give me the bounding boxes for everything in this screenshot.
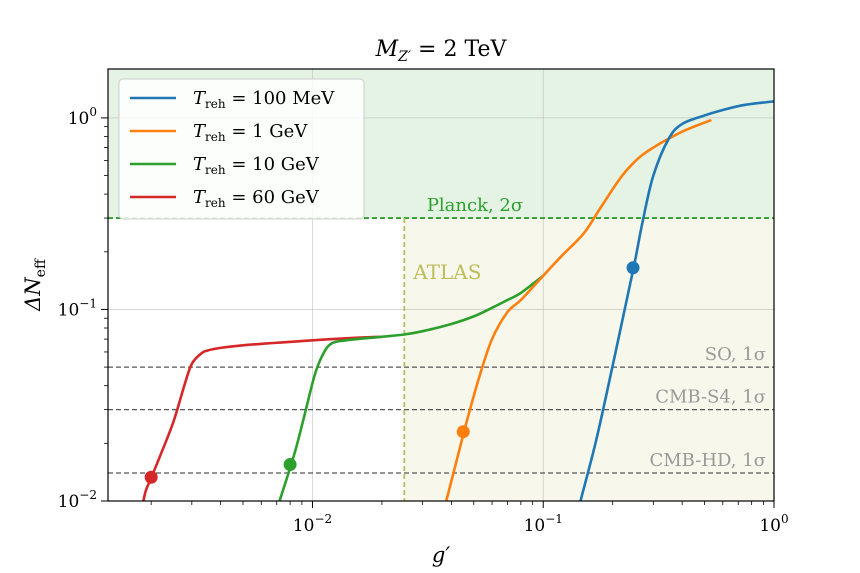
planck-label: Planck, 2σ	[427, 195, 523, 216]
ylabel-base: ΔN	[21, 277, 45, 312]
legend-label-3: Treh = 60 GeV	[193, 187, 320, 210]
title-rest: = 2 TeV	[411, 37, 507, 62]
x-tick-label: 10−1	[524, 512, 563, 536]
plot-frame	[107, 68, 775, 502]
legend-label-1: Treh = 1 GeV	[193, 121, 308, 144]
title-base: M	[375, 37, 399, 62]
series-marker-3	[144, 470, 158, 484]
ylabel-sub: eff	[33, 258, 49, 277]
atlas-label: ATLAS	[412, 260, 481, 284]
legend-label-0: Treh = 100 MeV	[193, 88, 335, 111]
y-tick-label: 100	[68, 105, 97, 129]
series-group	[142, 100, 774, 501]
sensitivity-label: CMB-S4, 1σ	[655, 387, 766, 408]
sensitivity-label: CMB-HD, 1σ	[649, 450, 766, 471]
x-tick-label: 10−2	[293, 512, 332, 536]
legend-label-2: Treh = 10 GeV	[193, 154, 320, 177]
reference-labels: Planck, 2σ SO, 1σ CMB-S4, 1σ CMB-HD, 1σ ATLA…	[412, 195, 766, 471]
series-line-3	[142, 335, 384, 501]
y-tick-label: 10−2	[58, 488, 97, 512]
x-tick-label: 100	[759, 512, 788, 536]
series-marker-2	[283, 458, 297, 472]
series-line-1	[444, 119, 712, 501]
legend: Treh = 100 MeV Treh = 1 GeV Treh = 10 GeV T…	[118, 78, 365, 220]
title-sub: Z′	[397, 49, 412, 65]
y-tick-label: 10−1	[58, 296, 97, 320]
atlas-excluded-region	[404, 218, 774, 501]
series-marker-1	[456, 425, 470, 439]
y-axis-label: ΔNeff	[21, 258, 49, 312]
reference-lines	[108, 217, 774, 501]
series-marker-0	[626, 261, 640, 275]
x-axis-label: g′	[432, 543, 450, 567]
legend-box	[118, 78, 365, 220]
chart-title: MZ′ = 2 TeV	[375, 37, 508, 65]
axis-ticks: 10−2 10−1 100 10−2 10−1 100	[58, 105, 789, 536]
series-line-0	[579, 100, 774, 501]
sensitivity-label: SO, 1σ	[705, 344, 766, 365]
series-line-2	[278, 274, 545, 501]
